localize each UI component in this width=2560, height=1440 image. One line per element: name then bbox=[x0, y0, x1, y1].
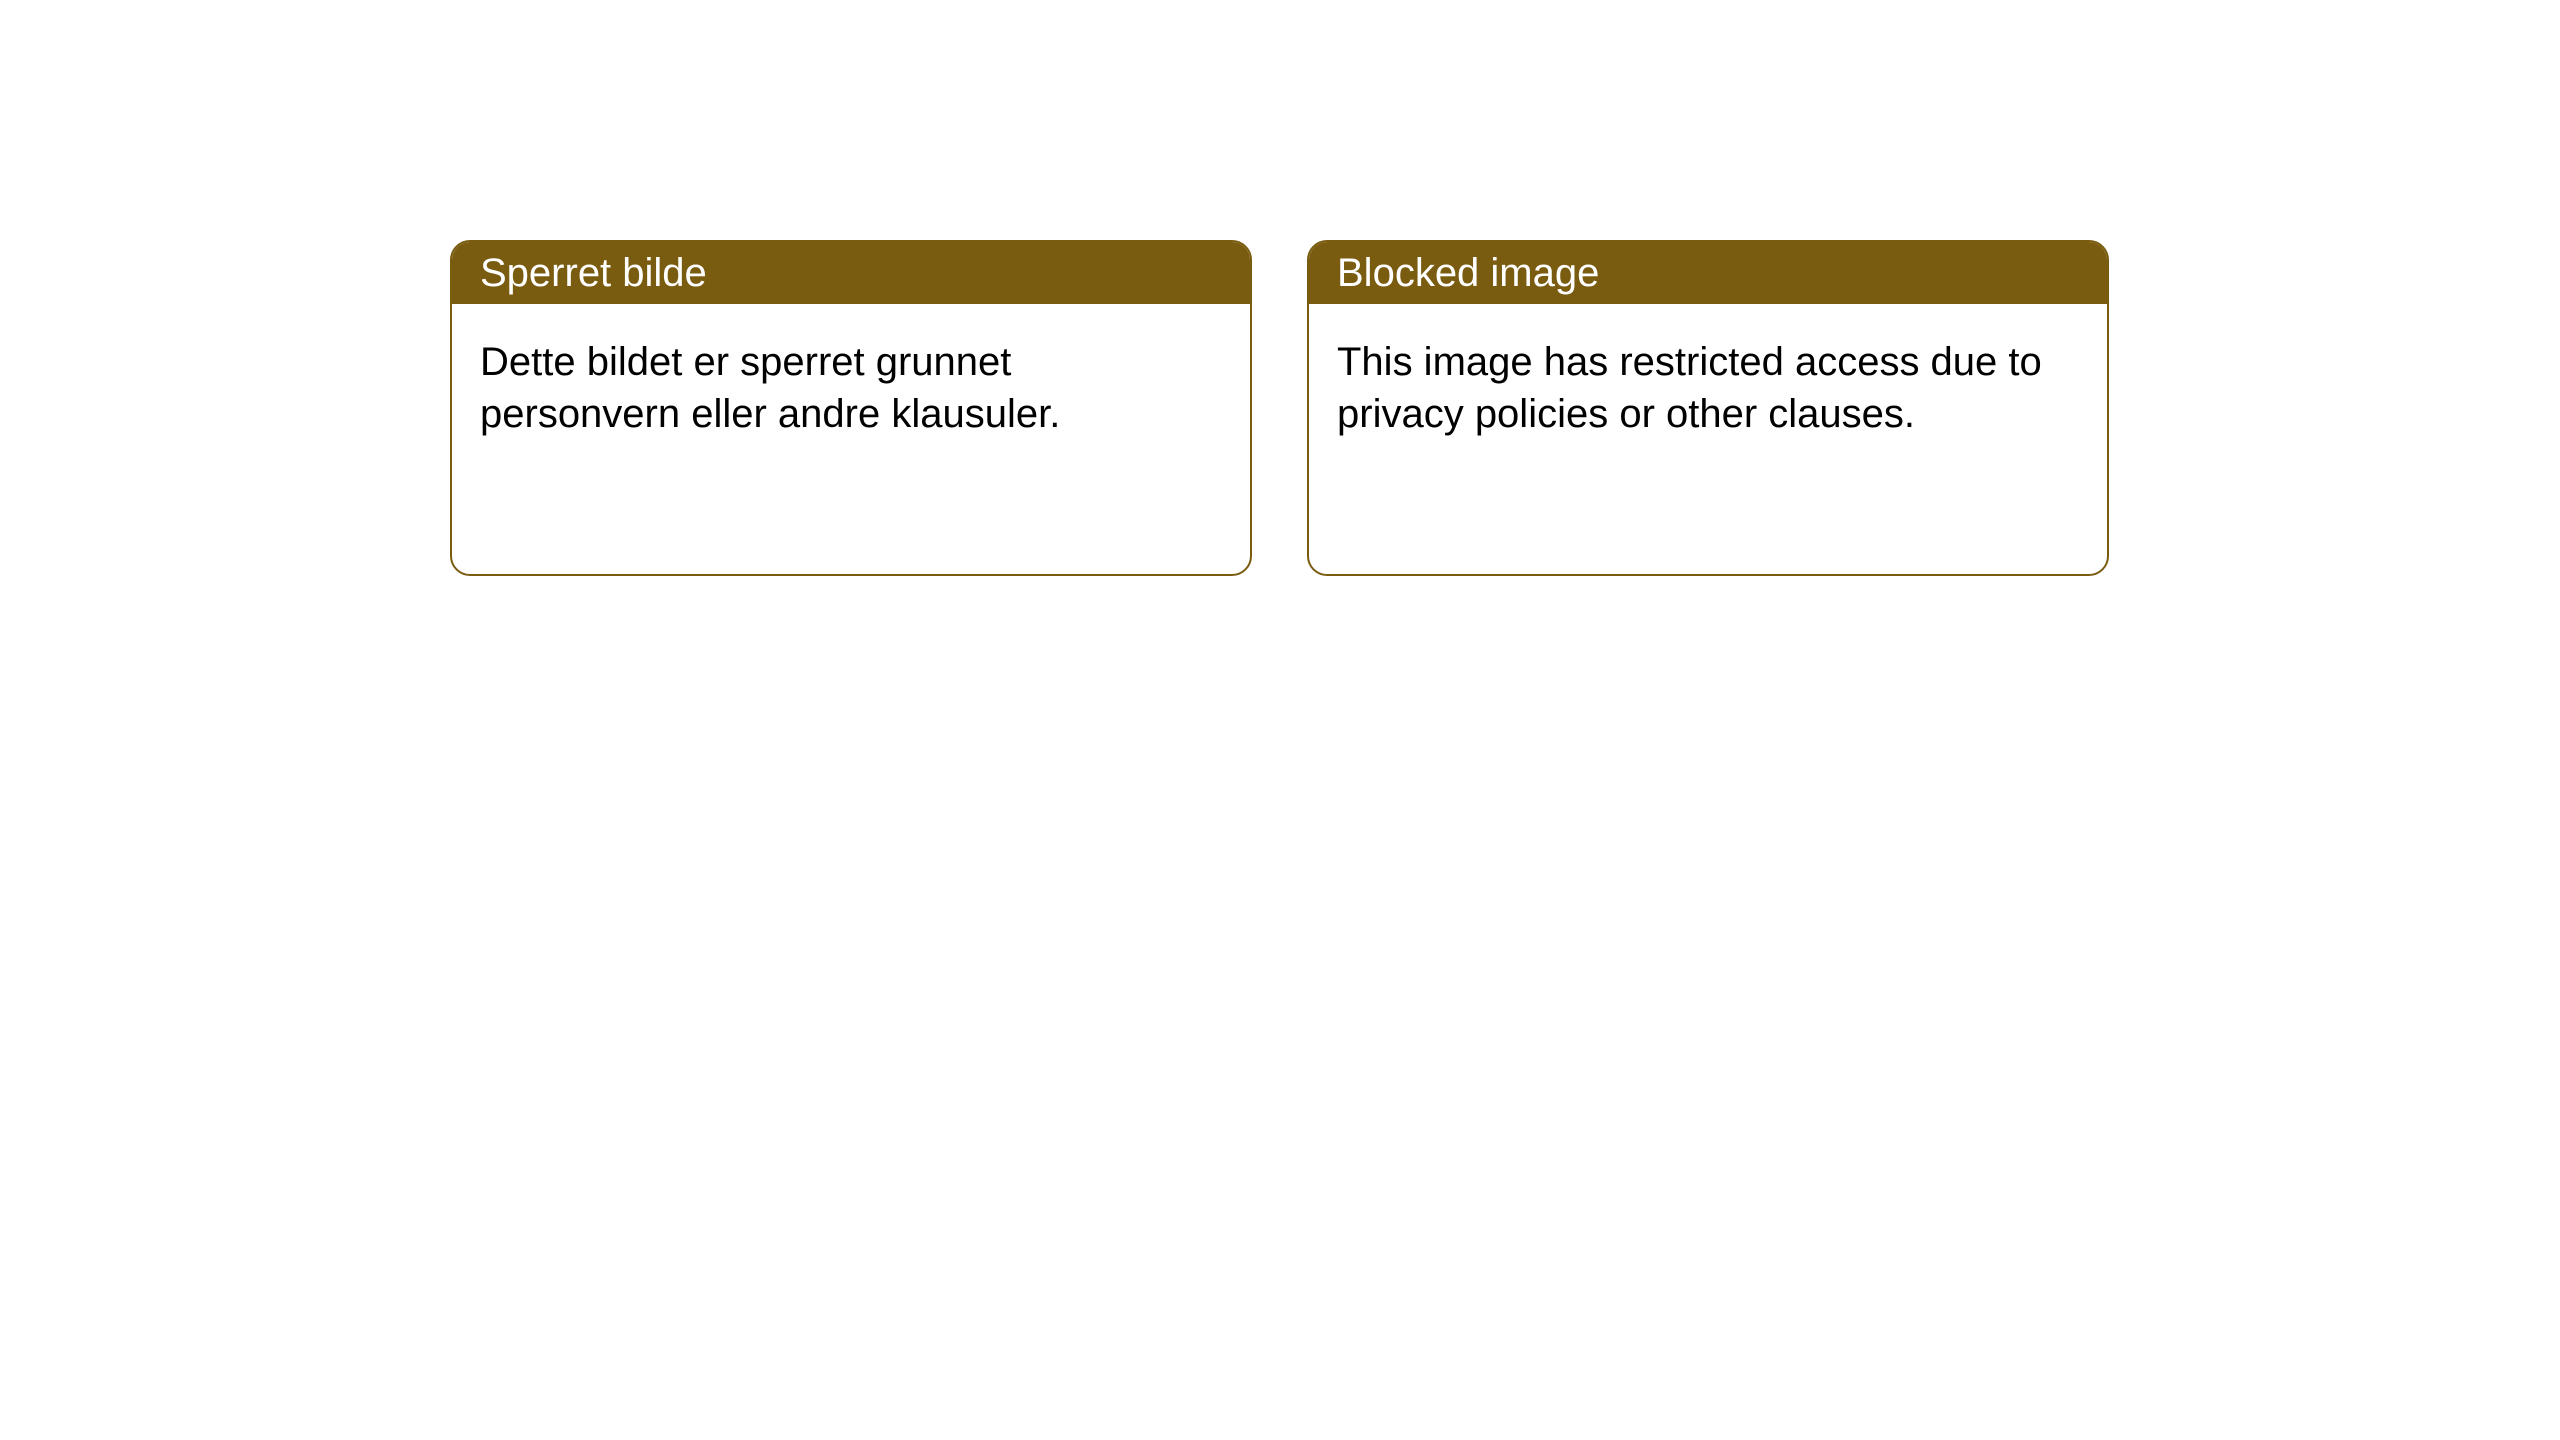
notice-container: Sperret bilde Dette bildet er sperret gr… bbox=[450, 240, 2109, 576]
card-body: Dette bildet er sperret grunnet personve… bbox=[452, 304, 1250, 472]
card-body: This image has restricted access due to … bbox=[1309, 304, 2107, 472]
card-title: Sperret bilde bbox=[480, 251, 707, 296]
card-title: Blocked image bbox=[1337, 251, 1599, 296]
card-header: Sperret bilde bbox=[452, 242, 1250, 304]
notice-card-norwegian: Sperret bilde Dette bildet er sperret gr… bbox=[450, 240, 1252, 576]
notice-card-english: Blocked image This image has restricted … bbox=[1307, 240, 2109, 576]
card-body-text: Dette bildet er sperret grunnet personve… bbox=[480, 340, 1060, 436]
card-header: Blocked image bbox=[1309, 242, 2107, 304]
card-body-text: This image has restricted access due to … bbox=[1337, 340, 2042, 436]
